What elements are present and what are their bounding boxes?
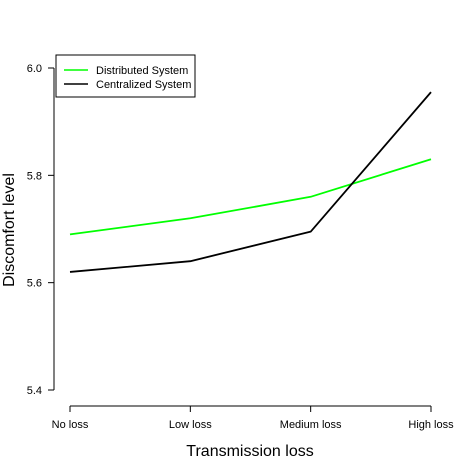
x-axis-ticks: No loss Low loss Medium loss High loss: [52, 406, 454, 431]
y-tick-label: 5.4: [27, 385, 42, 397]
y-tick-label: 5.8: [27, 170, 42, 182]
x-tick-label: Low loss: [169, 419, 212, 431]
legend: Distributed System Centralized System: [55, 54, 196, 98]
legend-label-centralized: Centralized System: [96, 79, 191, 91]
series-line-distributed: [69, 158, 432, 236]
y-tick-label: 5.6: [27, 278, 42, 290]
x-tick-label: Medium loss: [280, 419, 342, 431]
x-tick-label: High loss: [408, 419, 454, 431]
y-axis-ticks: 5.4 5.6 5.8 6.0: [27, 63, 54, 397]
x-axis-title: Transmission loss: [186, 443, 313, 460]
y-axis-title: Discomfort level: [1, 173, 18, 287]
legend-label-distributed: Distributed System: [96, 65, 188, 77]
y-tick-label: 6.0: [27, 63, 42, 75]
x-tick-label: No loss: [52, 419, 89, 431]
legend-box: [55, 54, 196, 98]
series-line-centralized: [69, 91, 432, 273]
series-lines: [69, 91, 432, 273]
